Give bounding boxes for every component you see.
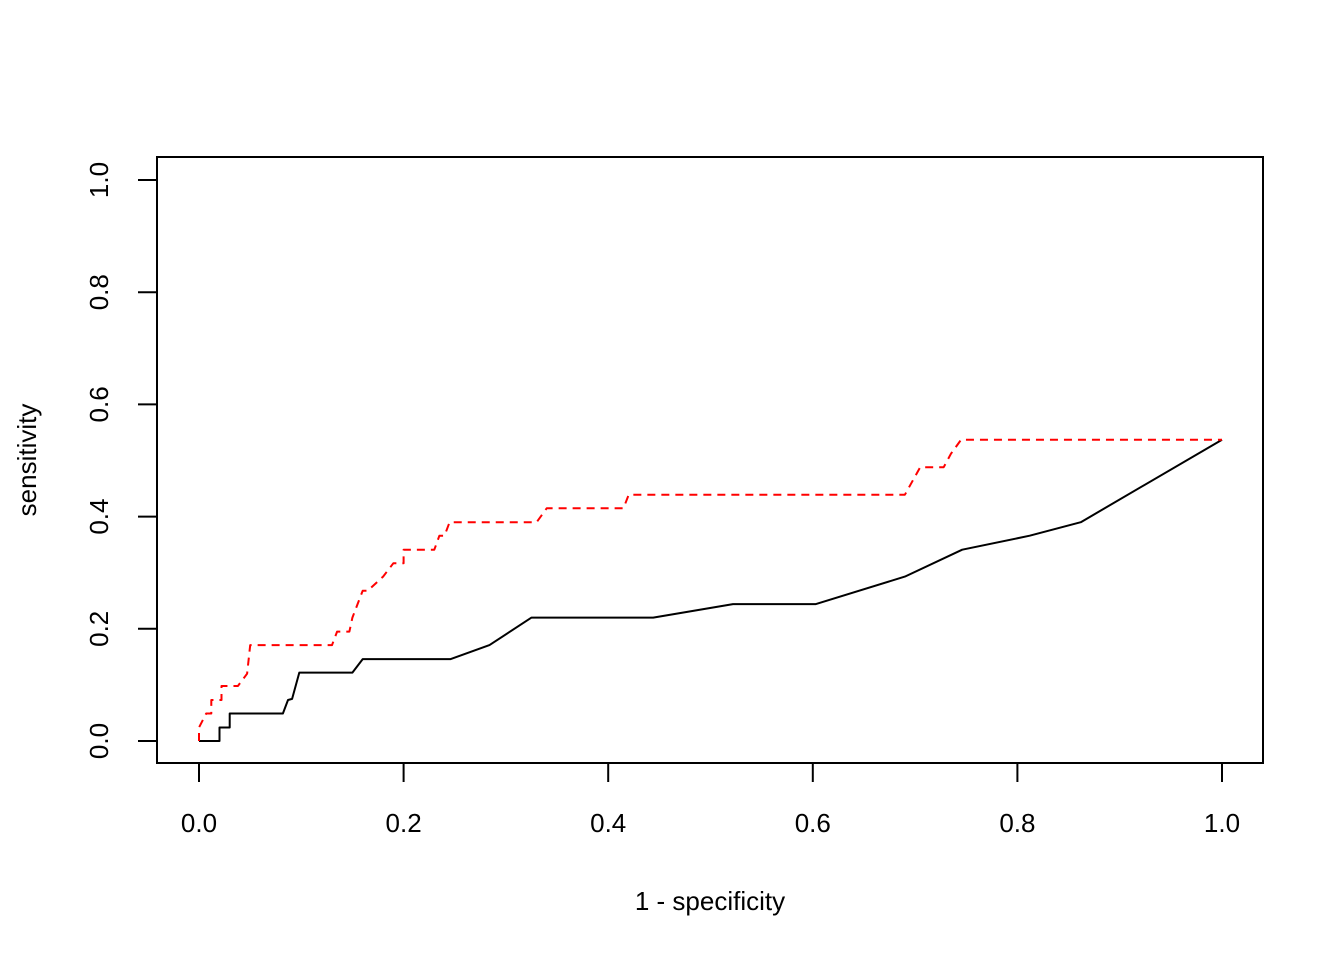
roc-curve-solid-black	[199, 438, 1223, 742]
y-tick-label: 0.6	[84, 386, 114, 422]
y-axis: 0.0 0.2 0.4 0.6 0.8 1.0	[84, 162, 158, 759]
x-axis: 0.0 0.2 0.4 0.6 0.8 1.0	[181, 762, 1240, 838]
x-tick-label: 0.0	[181, 808, 217, 838]
y-tick-label: 1.0	[84, 162, 114, 198]
roc-curve-dashed-red	[198, 438, 1222, 741]
y-tick-label: 0.0	[84, 723, 114, 759]
y-axis-title: sensitivity	[12, 404, 42, 517]
x-tick-label: 0.2	[386, 808, 422, 838]
x-tick-label: 1.0	[1204, 808, 1240, 838]
x-tick-label: 0.8	[999, 808, 1035, 838]
series-layer	[198, 438, 1223, 742]
y-tick-label: 0.8	[84, 274, 114, 310]
x-axis-title: 1 - specificity	[635, 886, 785, 916]
x-tick-label: 0.6	[795, 808, 831, 838]
y-tick-label: 0.2	[84, 611, 114, 647]
x-tick-label: 0.4	[590, 808, 626, 838]
y-tick-label: 0.4	[84, 499, 114, 535]
